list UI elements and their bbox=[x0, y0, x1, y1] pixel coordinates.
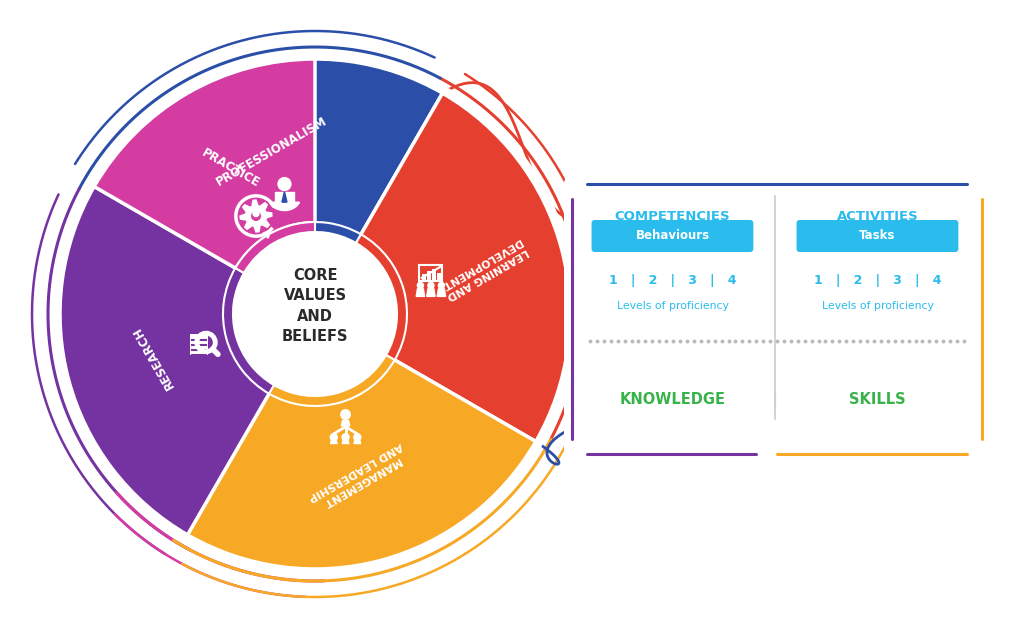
Polygon shape bbox=[342, 440, 349, 443]
Polygon shape bbox=[427, 289, 435, 296]
Circle shape bbox=[330, 433, 338, 442]
Wedge shape bbox=[356, 235, 407, 360]
Text: Levels of proficiency: Levels of proficiency bbox=[616, 301, 728, 311]
Polygon shape bbox=[269, 202, 299, 210]
Circle shape bbox=[427, 282, 435, 289]
Wedge shape bbox=[94, 59, 442, 314]
Text: 1   |   2   |   3   |   4: 1 | 2 | 3 | 4 bbox=[608, 275, 736, 288]
Wedge shape bbox=[269, 355, 394, 406]
Bar bbox=[420, 265, 442, 281]
Text: SKILLS: SKILLS bbox=[849, 392, 906, 408]
Polygon shape bbox=[275, 192, 294, 202]
Circle shape bbox=[278, 177, 292, 191]
Text: Behaviours: Behaviours bbox=[635, 229, 710, 242]
Circle shape bbox=[233, 232, 397, 396]
Text: RESEARCH: RESEARCH bbox=[129, 324, 176, 391]
Polygon shape bbox=[341, 420, 350, 426]
Wedge shape bbox=[315, 93, 570, 442]
Wedge shape bbox=[236, 222, 361, 273]
Text: Levels of proficiency: Levels of proficiency bbox=[821, 301, 934, 311]
FancyBboxPatch shape bbox=[797, 220, 958, 252]
Text: LEARNING AND
DEVELOPMENT: LEARNING AND DEVELOPMENT bbox=[438, 236, 529, 302]
Polygon shape bbox=[331, 440, 337, 443]
Polygon shape bbox=[282, 192, 287, 202]
Bar bbox=[427, 272, 431, 280]
Wedge shape bbox=[187, 314, 536, 569]
Text: ACTIVITIES: ACTIVITIES bbox=[837, 210, 919, 222]
Text: |: | bbox=[772, 392, 777, 408]
Circle shape bbox=[251, 211, 261, 221]
FancyBboxPatch shape bbox=[564, 176, 990, 462]
Text: PRACTICE: PRACTICE bbox=[200, 147, 262, 190]
Wedge shape bbox=[236, 222, 315, 273]
Wedge shape bbox=[60, 187, 315, 535]
Text: Tasks: Tasks bbox=[859, 229, 896, 242]
Text: CORE
VALUES
AND
BELIEFS: CORE VALUES AND BELIEFS bbox=[282, 268, 348, 344]
Wedge shape bbox=[94, 59, 315, 314]
Bar bbox=[190, 334, 208, 355]
Bar bbox=[422, 275, 426, 280]
Text: COMPETENCIES: COMPETENCIES bbox=[614, 210, 730, 222]
Text: PROFESSIONALISM: PROFESSIONALISM bbox=[214, 114, 330, 189]
FancyBboxPatch shape bbox=[592, 220, 754, 252]
Text: KNOWLEDGE: KNOWLEDGE bbox=[620, 392, 725, 408]
Bar bbox=[437, 273, 441, 280]
Polygon shape bbox=[437, 289, 445, 296]
Circle shape bbox=[341, 433, 350, 442]
Polygon shape bbox=[416, 289, 425, 296]
Bar bbox=[432, 269, 436, 280]
Polygon shape bbox=[240, 200, 272, 232]
Wedge shape bbox=[223, 268, 274, 394]
Text: 1   |   2   |   3   |   4: 1 | 2 | 3 | 4 bbox=[814, 275, 941, 288]
Circle shape bbox=[252, 210, 260, 217]
Circle shape bbox=[437, 282, 445, 289]
Circle shape bbox=[340, 409, 351, 420]
Circle shape bbox=[353, 433, 361, 442]
Text: MANAGEMENT
AND LEADERSHIP: MANAGEMENT AND LEADERSHIP bbox=[306, 440, 411, 512]
Polygon shape bbox=[354, 440, 360, 443]
Circle shape bbox=[417, 282, 424, 289]
